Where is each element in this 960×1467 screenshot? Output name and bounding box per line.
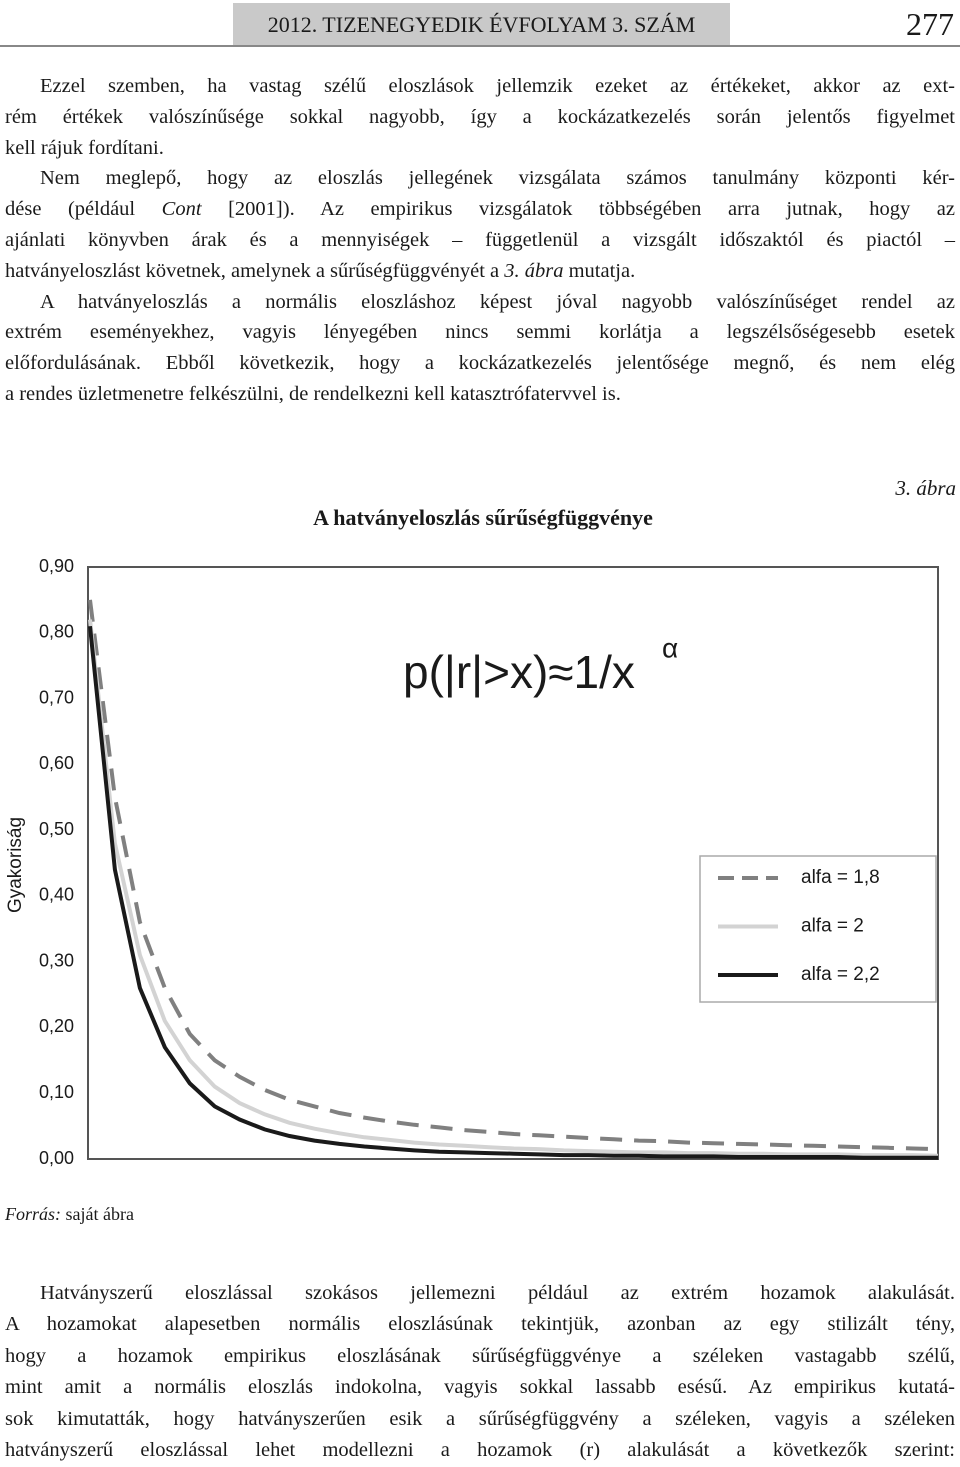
y-tick-label: 0,30 [39,950,74,970]
text-line: mint amit a normális eloszlás indokolna,… [5,1372,955,1403]
text-run: saját ábra [61,1204,134,1224]
chart-title: A hatványeloszlás sűrűségfüggvénye [313,505,653,530]
text-run: mutatja. [563,259,636,282]
text-run: hogy a hozamok empirikus eloszlásának sű… [5,1344,955,1367]
text-run: A hatványeloszlás a normális eloszláshoz… [40,290,955,313]
y-tick-label: 0,60 [39,753,74,773]
text-block: Hatványszerű eloszlással szokásos jellem… [5,1278,955,1466]
legend-label: alfa = 2 [801,916,864,937]
plot-frame [87,566,939,1160]
y-tick-label: 0,10 [39,1082,74,1102]
running-header: 2012. TIZENEGYEDIK ÉVFOLYAM 3. SZÁM [233,3,730,45]
text-line: előfordulásának. Ebből következik, hogy … [5,348,955,379]
text-run: Forrás: [5,1204,62,1224]
text-run: hatványeloszlást követnek, amelynek a sű… [5,259,505,282]
text-block: Ezzel szemben, ha vastag szélű eloszláso… [5,71,955,410]
text-run: Cont [161,198,202,221]
series-line [88,619,939,1158]
y-axis-label: Gyakoriság [5,817,26,913]
formula: p(|r|>x)≈1/x [403,646,635,698]
text-run: hatványszerű eloszlással lehet modellezn… [5,1439,955,1462]
formula-exponent: α [662,632,678,663]
text-line: A hatványeloszlás a normális eloszláshoz… [5,287,955,318]
legend-box [699,855,937,1003]
y-tick-label: 0,90 [39,556,74,576]
text-line: hatványeloszlást követnek, amelynek a sű… [5,256,955,287]
y-tick-label: 0,20 [39,1016,74,1036]
text-line: hogy a hozamok empirikus eloszlásának sű… [5,1341,955,1372]
text-run: Nem meglepő, hogy az eloszlás jellegének… [40,167,955,190]
y-tick-label: 0,40 [39,885,74,905]
text-run: rém értékek valószínűsége sokkal nagyobb… [5,105,955,128]
text-run: extrém eseményekhez, vagyis lényegében n… [5,321,955,344]
text-run: A hozamokat alapesetben normális eloszlá… [5,1313,955,1336]
text-line: sok kimutatták, hogy hatványszerűen esik… [5,1404,955,1435]
text-line: ajánlati könyvben árak és a mennyiségek … [5,225,955,256]
text-run: Hatványszerű eloszlással szokásos jellem… [40,1282,955,1304]
figure-source: Forrás: saját ábra [5,1204,134,1225]
text-run: mint amit a normális eloszlás indokolna,… [5,1376,955,1399]
text-run: kell rájuk fordítani. [5,136,164,159]
y-tick-label: 0,50 [39,819,74,839]
text-run: ajánlati könyvben árak és a mennyiségek … [5,228,955,251]
text-run: 3. ábra [504,259,564,282]
series-line [88,625,938,1160]
text-line: dése (például Cont [2001]). Az empirikus… [5,194,955,225]
figure-label: 3. ábra [895,476,956,500]
text-line: extrém eseményekhez, vagyis lényegében n… [5,317,955,348]
y-tick-label: 0,80 [39,622,74,642]
text-line: Nem meglepő, hogy az eloszlás jellegének… [5,163,955,194]
text-line: kell rájuk fordítani. [5,133,955,164]
header-rule [0,45,960,47]
text-line: rém értékek valószínűsége sokkal nagyobb… [5,102,955,133]
page-number: 277 [906,6,954,42]
text-run: dése (például [5,198,162,221]
text-run: [2001]). Az empirikus vizsgálatok többsé… [201,198,955,221]
text-run: előfordulásának. Ebből következik, hogy … [5,352,955,375]
series-line [88,599,939,1152]
legend-label: alfa = 1,8 [801,867,880,888]
text-run: a rendes üzletmenetre felkészülni, de re… [5,382,621,405]
y-tick-label: 0,70 [39,687,74,707]
text-run: sok kimutatták, hogy hatványszerűen esik… [5,1407,955,1430]
text-line: Ezzel szemben, ha vastag szélű eloszláso… [5,71,955,102]
text-line: a rendes üzletmenetre felkészülni, de re… [5,379,955,410]
text-line: hatványszerű eloszlással lehet modellezn… [5,1435,955,1466]
text-run: Ezzel szemben, ha vastag szélű eloszláso… [40,75,955,97]
legend-label: alfa = 2,2 [801,964,880,985]
y-tick-label: 0,00 [39,1148,74,1168]
text-line: A hozamokat alapesetben normális eloszlá… [5,1309,955,1340]
text-line: Hatványszerű eloszlással szokásos jellem… [5,1278,955,1309]
